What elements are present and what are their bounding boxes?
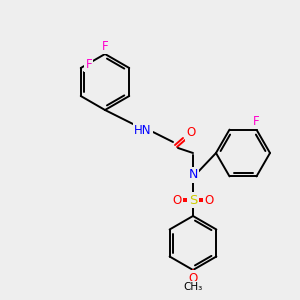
Text: CH₃: CH₃ bbox=[183, 282, 202, 292]
Text: O: O bbox=[204, 194, 214, 206]
Text: N: N bbox=[188, 169, 198, 182]
Text: S: S bbox=[189, 194, 197, 206]
Text: O: O bbox=[186, 127, 196, 140]
Text: F: F bbox=[85, 58, 92, 70]
Text: O: O bbox=[188, 272, 198, 284]
Text: F: F bbox=[253, 115, 260, 128]
Text: F: F bbox=[102, 40, 108, 52]
Text: HN: HN bbox=[134, 124, 152, 136]
Text: O: O bbox=[172, 194, 182, 206]
